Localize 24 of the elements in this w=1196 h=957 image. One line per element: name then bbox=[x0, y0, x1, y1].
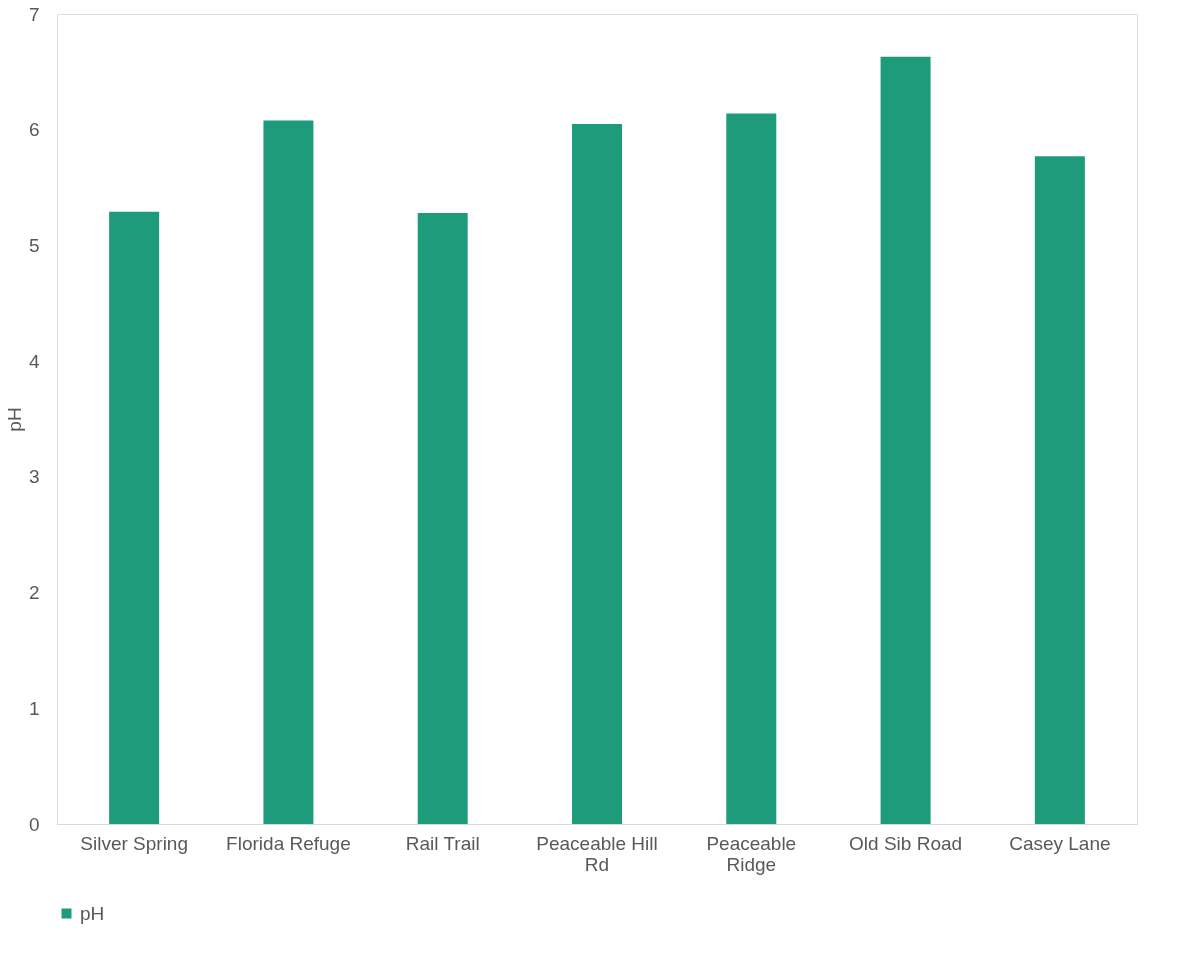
y-tick-label: 2 bbox=[28, 582, 40, 604]
y-tick-label: 0 bbox=[28, 813, 40, 835]
y-axis-title: pH bbox=[3, 407, 25, 432]
x-tick-label: Old Sib Road bbox=[849, 832, 963, 854]
y-tick-label: 3 bbox=[28, 466, 40, 488]
legend-label: pH bbox=[80, 902, 105, 924]
bar bbox=[1034, 156, 1085, 824]
bar bbox=[263, 120, 314, 824]
y-tick-label: 1 bbox=[28, 697, 40, 719]
x-tick-label: Peaceable Hill Rd bbox=[536, 832, 658, 875]
y-tick-label: 7 bbox=[28, 3, 40, 25]
x-tick-label: Silver Spring bbox=[80, 832, 188, 854]
x-tick-label: Rail Trail bbox=[405, 832, 480, 854]
x-tick-label: Casey Lane bbox=[1009, 832, 1111, 854]
bar bbox=[417, 213, 468, 824]
bar bbox=[572, 123, 622, 824]
bar bbox=[880, 56, 931, 824]
y-tick-label: 6 bbox=[28, 119, 40, 141]
x-tick-label: Florida Refuge bbox=[226, 832, 351, 854]
bar bbox=[109, 211, 160, 824]
y-tick-label: 4 bbox=[28, 350, 40, 372]
bar bbox=[726, 113, 777, 824]
y-tick-label: 5 bbox=[28, 234, 40, 256]
x-tick-label: Peaceable Ridge bbox=[706, 832, 797, 875]
